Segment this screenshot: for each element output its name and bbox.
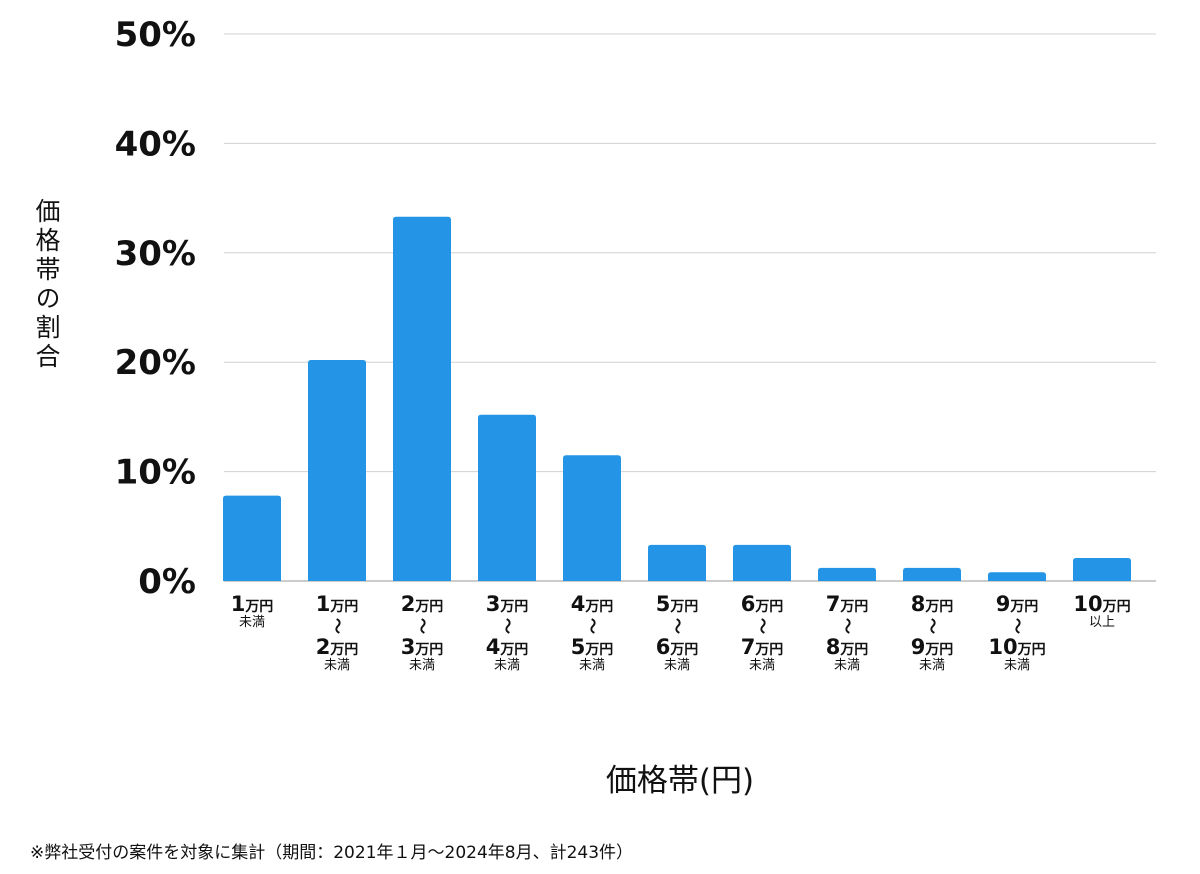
bar: [733, 544, 791, 581]
bar: [393, 216, 451, 581]
y-tick-label: 40%: [115, 124, 196, 164]
bar: [903, 567, 961, 581]
y-tick-label: 30%: [115, 234, 196, 274]
bar: [563, 455, 621, 581]
bar: [818, 567, 876, 581]
x-tick-label: 2万円～ 3万円 未満: [400, 592, 444, 673]
y-tick-label: 0%: [138, 562, 196, 602]
bar: [223, 495, 281, 581]
x-tick-label: 4万円～ 5万円 未満: [570, 592, 614, 673]
bar: [1073, 558, 1131, 581]
x-tick-label: 7万円～ 8万円 未満: [825, 592, 869, 673]
x-axis-label: 価格帯(円): [605, 763, 755, 799]
bar: [308, 360, 366, 581]
y-tick-label: 20%: [115, 343, 196, 383]
x-tick-label: 8万円～ 9万円 未満: [910, 592, 954, 673]
y-tick-label: 50%: [115, 15, 196, 55]
x-tick-label: 10万円 以上: [1073, 592, 1131, 630]
x-tick-label: 3万円～ 4万円 未満: [485, 592, 529, 673]
x-tick-label: 5万円～ 6万円 未満: [655, 592, 699, 673]
footnote: ※弊社受付の案件を対象に集計（期間：2021年１月～2024年8月、計243件）: [30, 843, 634, 863]
bar: [988, 572, 1046, 581]
x-tick-label: 1万円～ 2万円 未満: [315, 592, 359, 673]
bar: [478, 414, 536, 581]
x-tick-label: 6万円～ 7万円 未満: [740, 592, 784, 673]
x-tick-label: 9万円～ 10万円 未満: [988, 592, 1046, 673]
y-tick-label: 10%: [115, 453, 196, 493]
bar: [648, 544, 706, 581]
x-tick-label: 1万円 未満: [230, 592, 274, 630]
y-axis-label: 価格帯の割合: [32, 198, 61, 372]
